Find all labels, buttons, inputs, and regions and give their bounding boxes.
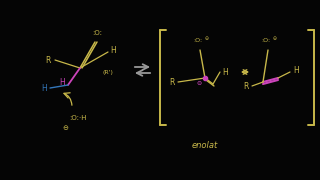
Text: :O:: :O: [92, 30, 102, 36]
Text: H: H [41, 84, 47, 93]
Text: R: R [243, 82, 249, 91]
Text: H: H [293, 66, 299, 75]
Text: :O:·H: :O:·H [69, 115, 87, 121]
Text: ⊖: ⊖ [62, 125, 68, 131]
Text: ⊖: ⊖ [196, 80, 202, 86]
Text: R: R [169, 78, 175, 87]
Text: R: R [45, 55, 51, 64]
Text: ⊖: ⊖ [273, 35, 277, 40]
Text: H: H [110, 46, 116, 55]
Text: enolat: enolat [192, 141, 218, 150]
Text: H: H [222, 68, 228, 76]
Text: :O:: :O: [261, 37, 271, 42]
Text: :O:: :O: [193, 37, 203, 42]
Text: (R'): (R') [103, 69, 113, 75]
Text: H: H [59, 78, 65, 87]
Text: ⊖: ⊖ [205, 35, 209, 40]
